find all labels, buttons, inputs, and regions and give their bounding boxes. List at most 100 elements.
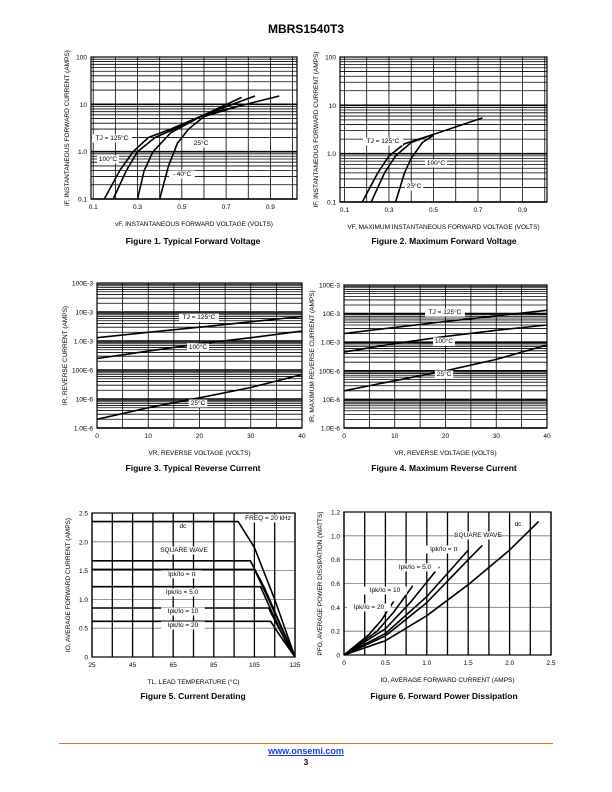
chart-figure-2: 0.1 0.3 0.5 0.7 0.9 0.1 1.0 10 100 VF, MAXIMUM IN…: [313, 51, 548, 246]
x-tick-label: 0.7: [473, 207, 482, 214]
x-axis-label: vF, INSTANTANEOUS FORWARD VOLTAGE (VOLTS…: [115, 221, 273, 228]
figure-caption: Figure 2. Maximum Forward Voltage: [371, 236, 517, 246]
y-tick-label: 1.0E-6: [74, 426, 94, 433]
x-tick-label: 0.3: [384, 207, 393, 214]
grid: [343, 285, 548, 429]
annotation-label: Ipk/Io = 20: [354, 604, 385, 611]
y-tick-label: 100: [76, 55, 87, 62]
x-tick-label: 0.5: [429, 207, 438, 214]
x-tick-label: 0: [342, 433, 346, 440]
plot-frame: [343, 511, 552, 656]
plot-frame: [90, 56, 298, 200]
y-tick-label: 10E-6: [323, 397, 341, 404]
figure-caption: Figure 1. Typical Forward Voltage: [126, 236, 261, 246]
y-tick-label: 2.5: [79, 511, 88, 518]
annotation-background: [191, 139, 211, 148]
annotation-label: 100°C: [427, 159, 445, 167]
y-tick-label: 1.0: [79, 597, 88, 604]
grid: [91, 512, 296, 658]
plot-frame: [91, 512, 296, 658]
series-line-3: [96, 373, 303, 421]
annotation-label: 25°C: [437, 370, 452, 378]
chart-figure-5: 25 45 65 85 105 125 0 0.5 1.0 1.5 2.0 2.5 TL, LEAD T…: [65, 511, 301, 702]
figure-caption: Figure 5. Current Derating: [140, 691, 245, 701]
x-tick-label: 85: [210, 662, 218, 669]
annotation-label: Ipk/Io = π: [430, 546, 458, 553]
y-axis-label: PFO, AVERAGE POWER DISSIPATION (WATTS): [317, 511, 324, 655]
x-tick-label: 40: [543, 433, 551, 440]
series-line-3: [136, 95, 280, 200]
annotation-background: [347, 603, 391, 612]
y-tick-label: 100E-3: [319, 283, 340, 290]
y-axis-label: IF, INSTANTANEOUS FORWARD CURRENT (AMPS): [313, 51, 320, 207]
series-line-6: [92, 620, 296, 658]
annotation-label: TJ = 125°C: [96, 134, 129, 142]
annotation-background: [161, 607, 205, 616]
y-tick-label: 0.5: [79, 626, 88, 633]
x-tick-label: 2.5: [546, 660, 555, 667]
x-tick-label: 1.5: [464, 660, 473, 667]
series-line-2: [343, 544, 483, 656]
y-tick-label: 100E-6: [319, 368, 340, 375]
series-line-2: [370, 133, 434, 203]
y-tick-label: 1.0E-3: [321, 340, 341, 347]
page-number: 3: [303, 758, 309, 767]
grid: [340, 57, 547, 203]
figure-caption: Figure 4. Maximum Reverse Current: [371, 463, 517, 473]
annotation-background: [424, 545, 464, 554]
annotation-background: [179, 313, 219, 322]
x-tick-label: 125: [290, 662, 301, 669]
annotation-background: [92, 134, 132, 143]
annotation-label: Ipk/Io = 5.0: [166, 589, 199, 596]
annotation-background: [158, 588, 206, 597]
y-tick-label: 100E-3: [72, 281, 93, 288]
y-tick-label: 0.4: [331, 605, 340, 612]
chart-figure-3: 0 10 20 30 40 1.0E-6 10E-6 100E-6 1.0E-3 10E-3 100…: [62, 281, 306, 474]
annotation-label: Ipk/Io = 10: [168, 608, 199, 615]
x-tick-label: 105: [249, 662, 260, 669]
annotation-label: 25°C: [407, 182, 422, 190]
x-tick-label: 10: [391, 433, 399, 440]
series-line-3: [92, 568, 296, 658]
series-line-2: [343, 324, 548, 353]
x-tick-label: 25: [88, 662, 96, 669]
y-tick-label: 0.1: [327, 200, 336, 207]
x-tick-label: 0.1: [340, 207, 349, 214]
y-tick-label: 1.0: [78, 149, 87, 156]
series-line-3: [394, 134, 434, 203]
x-tick-label: 0.1: [89, 204, 98, 211]
x-tick-label: 10: [145, 433, 153, 440]
y-axis-label: iF, INSTANTANEOUS FORWARD CURRENT (AMPS): [64, 50, 71, 206]
annotation-label: Ipk/Io = π: [168, 571, 196, 578]
series-line-4: [343, 566, 440, 656]
x-axis-label: TL, LEAD TEMPERATURE (°C): [148, 678, 240, 686]
y-tick-label: 10: [329, 103, 337, 110]
x-axis-label: VR, REVERSE VOLTAGE (VOLTS): [148, 450, 250, 457]
y-tick-label: 1.0E-6: [321, 426, 341, 433]
annotation-background: [363, 137, 403, 146]
page-title: MBRS1540T3: [267, 22, 345, 36]
x-axis-label: IO, AVERAGE FORWARD CURRENT (AMPS): [380, 677, 514, 684]
website-link[interactable]: www.onsemi.com: [268, 746, 344, 756]
annotation-label: Ipk/Io = 20: [168, 622, 199, 629]
annotation-label: SQUARE WAVE: [160, 547, 208, 554]
x-tick-label: 0.9: [266, 204, 275, 211]
annotation-background: [433, 337, 455, 346]
series-line-3: [343, 549, 469, 656]
series-line-1: [103, 96, 242, 200]
annotation-background: [391, 563, 439, 572]
annotation-background: [161, 621, 205, 630]
x-tick-label: 0.3: [133, 204, 142, 211]
plot-frame: [96, 282, 303, 429]
annotation-label: 100°C: [435, 337, 453, 345]
figure-caption: Figure 3. Typical Reverse Current: [126, 463, 261, 473]
x-tick-label: 0: [95, 433, 99, 440]
annotation-label: TJ = 125°C: [429, 308, 462, 316]
x-tick-label: 20: [442, 433, 450, 440]
annotation-label: dc: [180, 523, 188, 530]
y-tick-label: 1.2: [331, 510, 340, 517]
annotation-label: 25°C: [191, 399, 206, 407]
annotation-background: [512, 520, 524, 529]
x-tick-label: 0.9: [518, 207, 527, 214]
